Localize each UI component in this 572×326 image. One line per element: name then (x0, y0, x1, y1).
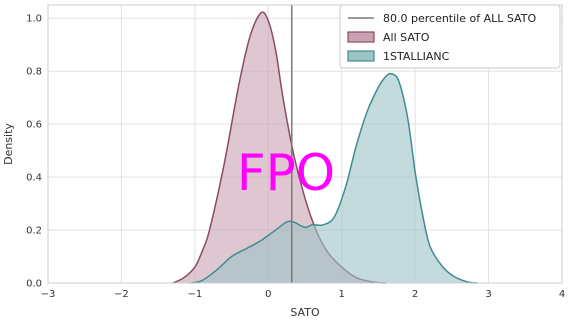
x-tick-label: 3 (485, 289, 491, 300)
y-tick-labels: 0.0 0.2 0.4 0.6 0.8 1.0 (26, 14, 42, 290)
legend-1stallianc-swatch (347, 50, 375, 62)
y-tick-label: 1.0 (26, 14, 42, 25)
area-fill-1 (191, 73, 478, 283)
x-tick-label: −1 (187, 289, 202, 300)
x-tick-label: 4 (559, 289, 565, 300)
y-tick-label: 0.8 (26, 67, 42, 78)
legend: 80.0 percentile of ALL SATO All SATO 1ST… (339, 4, 561, 69)
area-line-1 (191, 72, 478, 284)
legend-percentile-label: 80.0 percentile of ALL SATO (383, 12, 536, 25)
plot-frame (47, 4, 563, 284)
x-tick-labels: −3 −2 −1 0 1 2 3 4 (41, 289, 566, 300)
y-tick-label: 0.0 (26, 279, 42, 290)
y-tick-label: 0.6 (26, 120, 42, 131)
y-tick-label: 0.2 (26, 226, 42, 237)
y-tick-label: 0.4 (26, 173, 42, 184)
x-tick-label: −2 (114, 289, 129, 300)
x-axis-label: SATO (290, 306, 320, 319)
y-axis-label: Density (2, 123, 15, 165)
x-tick-label: −3 (41, 289, 56, 300)
x-tick-label: 2 (412, 289, 418, 300)
x-tick-label: 1 (339, 289, 345, 300)
legend-1stallianc-label: 1STALLIANC (383, 50, 450, 63)
legend-all-sato-label: All SATO (383, 31, 430, 44)
fpo-stamp: FPO (237, 144, 335, 202)
legend-all-sato-swatch (347, 31, 375, 43)
x-tick-label: 0 (265, 289, 271, 300)
legend-box (339, 4, 561, 69)
density-areas (172, 11, 478, 284)
area-fill-0 (172, 12, 386, 283)
